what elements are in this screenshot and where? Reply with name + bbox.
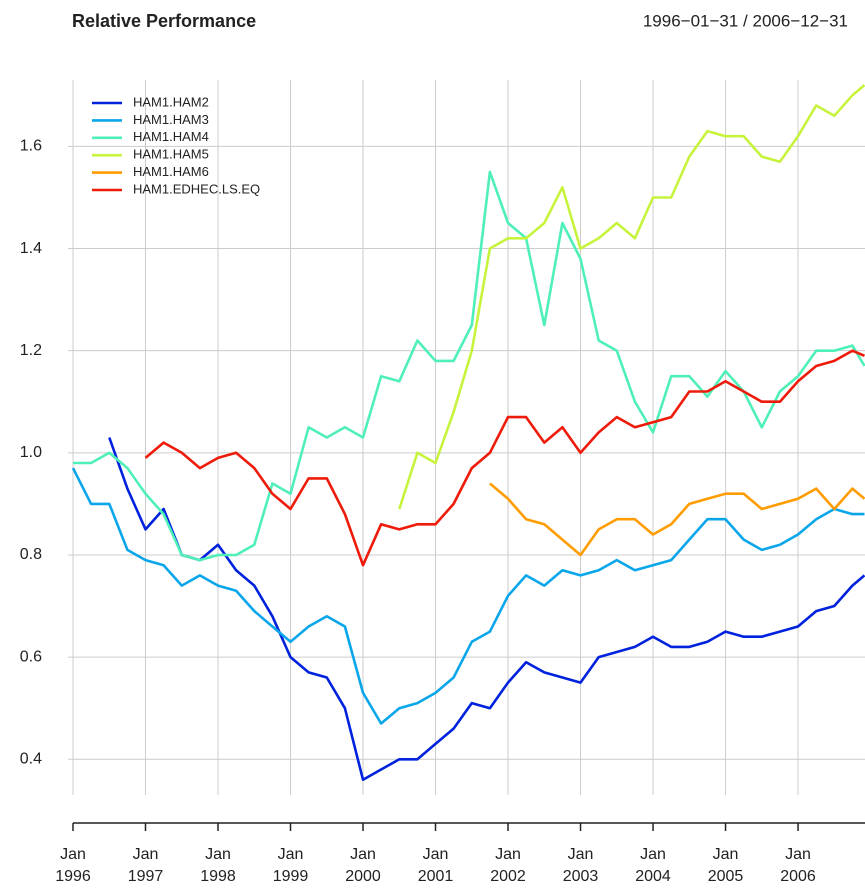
series-line [144, 349, 865, 567]
chart-title: Relative Performance [72, 11, 256, 31]
series-line [73, 170, 865, 562]
series-line [108, 437, 865, 781]
series-line [489, 482, 865, 557]
y-tick-label: 0.8 [20, 546, 42, 563]
x-tick-label: Jan 1998 [200, 846, 236, 885]
y-tick-label: 1.0 [20, 444, 42, 461]
chart-subtitle: 1996−01−31 / 2006−12−31 [643, 11, 848, 30]
legend-label: HAM1.EDHEC.LS.EQ [133, 181, 260, 196]
y-tick-label: 0.6 [20, 648, 42, 665]
legend-label: HAM1.HAM4 [133, 129, 209, 144]
x-tick-label: Jan 2005 [707, 846, 744, 885]
x-tick-label: Jan 1999 [272, 846, 309, 885]
legend-label: HAM1.HAM3 [133, 112, 209, 127]
x-tick-label: Jan 2006 [780, 846, 816, 885]
x-tick-label: Jan 2004 [635, 846, 671, 885]
y-tick-label: 1.6 [20, 138, 42, 155]
x-tick-label: Jan 2003 [562, 846, 599, 885]
x-tick-label: Jan 2002 [490, 846, 526, 885]
legend-label: HAM1.HAM2 [133, 94, 209, 109]
x-tick-label: Jan 1997 [127, 846, 164, 885]
legend-label: HAM1.HAM6 [133, 164, 209, 179]
series-line [71, 467, 865, 725]
x-tick-label: Jan 1996 [55, 846, 91, 885]
y-tick-label: 0.4 [20, 750, 42, 767]
x-tick-label: Jan 2000 [345, 846, 381, 885]
x-tick-label: Jan 2001 [417, 846, 454, 885]
y-tick-label: 1.2 [20, 342, 42, 359]
series-line [398, 84, 865, 510]
legend-label: HAM1.HAM5 [133, 147, 209, 162]
y-tick-label: 1.4 [20, 240, 42, 257]
